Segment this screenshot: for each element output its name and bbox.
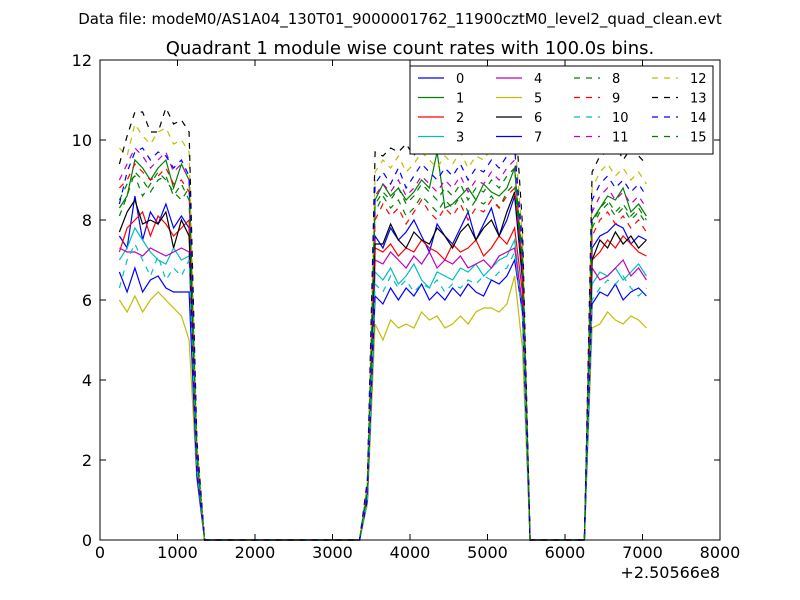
y-tick-label: 0 (82, 531, 92, 550)
legend-label-12: 12 (690, 72, 707, 87)
legend-label-1: 1 (456, 92, 464, 107)
legend-label-11: 11 (612, 131, 629, 146)
legend-label-8: 8 (612, 72, 620, 87)
x-tick-label: 5000 (467, 543, 508, 562)
legend-label-9: 9 (612, 92, 620, 107)
figure-suptitle: Data file: modeM0/AS1A04_130T01_90000017… (78, 10, 722, 29)
legend-frame (409, 65, 714, 155)
x-tick-label: 2000 (235, 543, 276, 562)
x-tick-label: 4000 (390, 543, 431, 562)
legend-label-14: 14 (690, 111, 707, 126)
y-tick-label: 2 (82, 451, 92, 470)
legend-label-2: 2 (456, 111, 464, 126)
legend-label-6: 6 (534, 111, 542, 126)
legend-label-4: 4 (534, 72, 542, 87)
x-tick-label: 3000 (312, 543, 353, 562)
y-tick-label: 4 (82, 371, 92, 390)
y-tick-label: 6 (82, 291, 92, 310)
x-offset-label: +2.50566e8 (620, 563, 720, 582)
x-tick-label: 8000 (700, 543, 741, 562)
x-tick-label: 1000 (157, 543, 198, 562)
y-tick-label: 8 (82, 211, 92, 230)
ticks-layer: 0 1000 2000 3000 4000 5000 6000 7000 80000246810… (72, 51, 741, 562)
legend-label-3: 3 (456, 131, 464, 146)
x-tick-label: 7000 (622, 543, 663, 562)
y-tick-label: 10 (72, 131, 92, 150)
series-line-12 (118, 122, 647, 541)
legend-label-15: 15 (690, 131, 707, 146)
x-tick-label: 6000 (545, 543, 586, 562)
x-tick-label: 0 (95, 543, 105, 562)
y-tick-label: 12 (72, 51, 92, 70)
plot-area: 0 1000 2000 3000 4000 5000 6000 7000 80000246810… (72, 51, 741, 562)
legend-label-5: 5 (534, 92, 542, 107)
legend-label-10: 10 (612, 111, 629, 126)
legend-label-0: 0 (456, 72, 464, 87)
legend-label-7: 7 (534, 131, 542, 146)
legend-label-13: 13 (690, 92, 707, 107)
chart-title: Quadrant 1 module wise count rates with … (166, 38, 655, 59)
